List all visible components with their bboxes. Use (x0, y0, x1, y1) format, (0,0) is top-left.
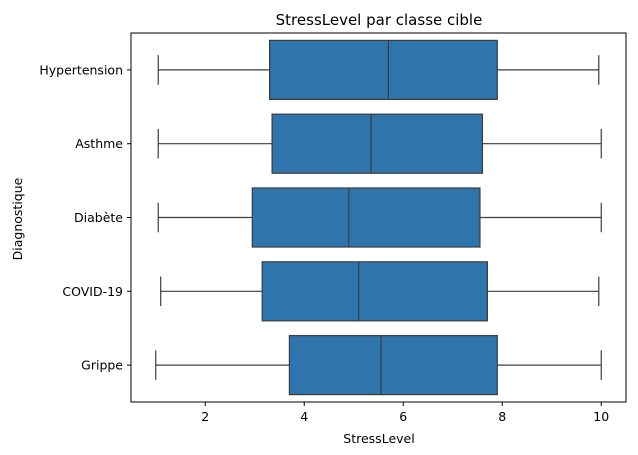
iqr-box (288, 334, 498, 396)
plot-frame (130, 32, 627, 403)
iqr-box (271, 113, 484, 174)
x-tick-label: 4 (300, 409, 308, 424)
y-tick-label: Hypertension (39, 62, 123, 77)
y-tick-label: Diabète (74, 210, 123, 225)
chart-title: StressLevel par classe cible (276, 11, 483, 29)
box-group (160, 261, 600, 322)
plot-area (155, 39, 602, 396)
box-group (157, 39, 600, 101)
x-tick-label: 10 (593, 409, 609, 424)
box-group (157, 113, 602, 174)
x-tick-label: 2 (201, 409, 209, 424)
x-tick-label: 6 (399, 409, 407, 424)
y-tick-label: Grippe (81, 358, 123, 373)
axes: Hypertension Asthme Diabète COVID-19 Grippe 2… (39, 32, 627, 424)
y-axis-label: Diagnostique (10, 177, 25, 260)
y-tick-label: COVID-19 (62, 284, 123, 299)
y-tick-label: Asthme (75, 136, 123, 151)
iqr-box (261, 261, 488, 322)
x-axis-label: StressLevel (343, 431, 414, 446)
iqr-box (269, 39, 498, 101)
box-group (155, 334, 602, 396)
iqr-box (251, 187, 481, 248)
x-tick-label: 8 (498, 409, 506, 424)
box-group (157, 187, 602, 248)
